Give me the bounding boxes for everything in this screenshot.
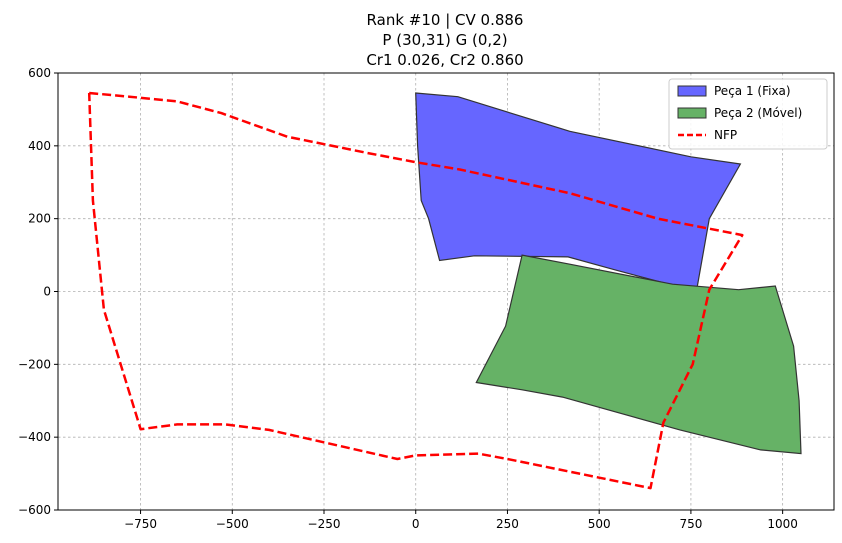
x-tick-label: −500: [216, 517, 249, 531]
y-tick-label: 200: [28, 212, 51, 226]
y-tick-label: −400: [18, 430, 51, 444]
x-tick-label: −250: [308, 517, 341, 531]
legend-swatch: [677, 85, 707, 97]
x-tick-label: −750: [124, 517, 157, 531]
legend-label: Peça 2 (Móvel): [714, 106, 802, 120]
y-tick-label: −600: [18, 503, 51, 517]
y-tick-label: 400: [28, 139, 51, 153]
y-tick-label: 600: [28, 66, 51, 80]
series-polygon-2: [475, 254, 802, 455]
legend-label: NFP: [714, 128, 737, 142]
axes: −750 −500 −250 0 250 500 750 1000 −600 −400 −200 0 2…: [18, 66, 835, 531]
chart-title: Rank #10 | CV 0.886 P (30,31) G (0,2) Cr…: [366, 11, 523, 69]
x-tick-label: 750: [679, 517, 702, 531]
x-tick-label: 250: [496, 517, 519, 531]
x-tick-label: 500: [588, 517, 611, 531]
legend: Peça 1 (Fixa) Peça 2 (Móvel) NFP: [668, 78, 828, 150]
y-tick-label: 0: [43, 285, 51, 299]
title-line-2: P (30,31) G (0,2): [382, 31, 507, 49]
title-line-1: Rank #10 | CV 0.886: [367, 11, 524, 29]
legend-label: Peça 1 (Fixa): [714, 84, 791, 98]
title-line-3: Cr1 0.026, Cr2 0.860: [366, 51, 523, 69]
series-polygon-1: [415, 92, 742, 293]
legend-box: [668, 78, 828, 150]
plot-series: [87, 91, 802, 490]
legend-swatch: [677, 107, 707, 119]
x-tick-label: 1000: [767, 517, 798, 531]
y-tick-label: −200: [18, 357, 51, 371]
x-tick-label: 0: [412, 517, 420, 531]
